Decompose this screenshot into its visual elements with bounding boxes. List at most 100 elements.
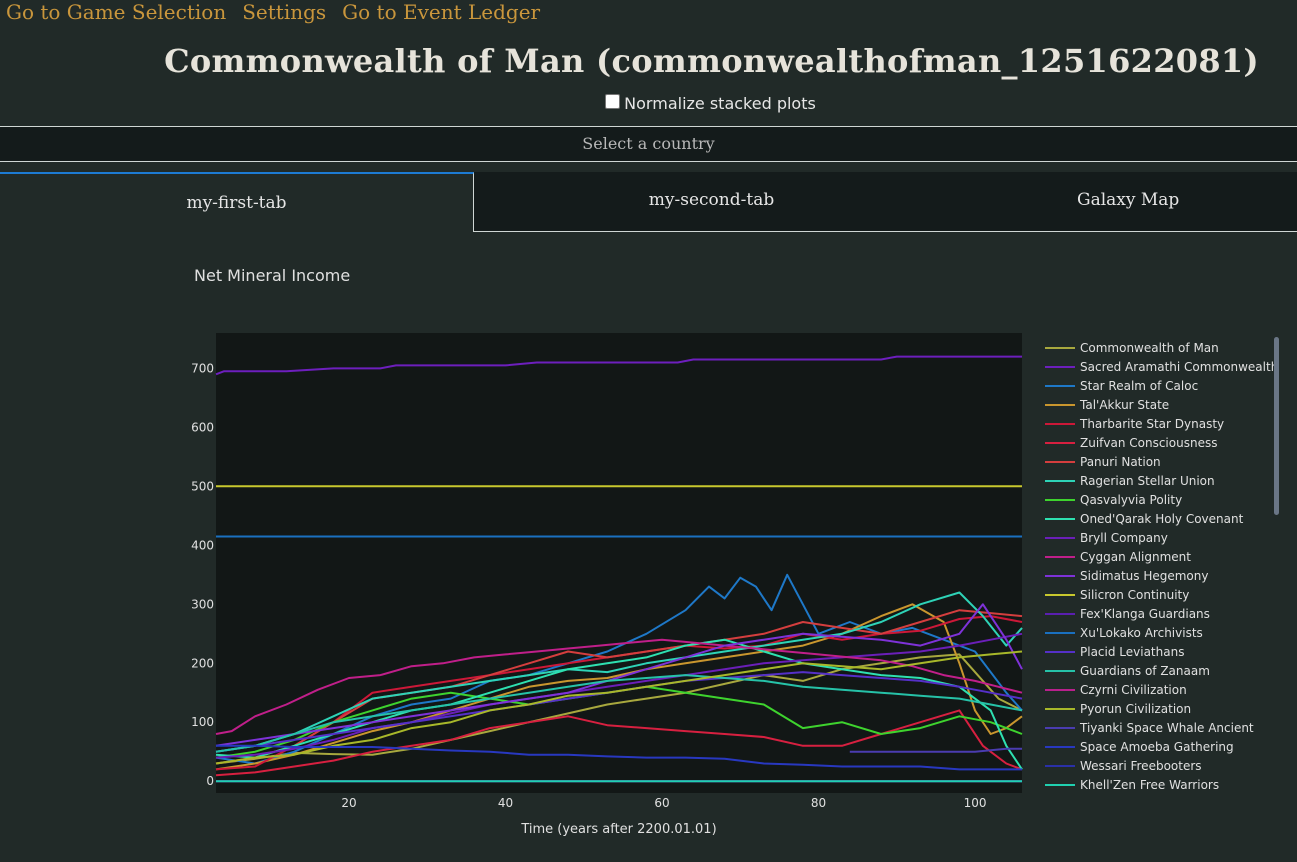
legend-swatch [1045, 764, 1075, 767]
legend-swatch [1045, 593, 1075, 596]
legend-swatch [1045, 346, 1075, 349]
tab-my-second-tab[interactable]: my-second-tab [474, 172, 949, 232]
chart-legend: Commonwealth of Man Sacred Aramathi Commo… [1040, 338, 1278, 794]
page-title-text: Commonwealth of Man (commonwealthofman_1… [164, 42, 1259, 80]
normalize-row: Normalize stacked plots [605, 94, 816, 113]
legend-label: Sacred Aramathi Commonwealth [1080, 359, 1279, 374]
y-tick-label: 700 [191, 361, 214, 375]
legend-label: Ragerian Stellar Union [1080, 473, 1215, 488]
legend-swatch [1045, 479, 1075, 482]
legend-label: Xu'Lokako Archivists [1080, 625, 1203, 640]
normalize-checkbox[interactable] [605, 94, 621, 109]
legend-label: Khell'Zen Free Warriors [1080, 777, 1220, 792]
x-tick-label: 80 [811, 796, 826, 810]
legend-swatch [1045, 460, 1075, 463]
legend-item[interactable]: Czyrni Civilization [1040, 680, 1272, 699]
legend-swatch [1045, 669, 1075, 672]
y-axis-ticks: 0 100 200 300 400 500 600 700 [191, 361, 214, 788]
legend-item[interactable]: Qasvalyvia Polity [1040, 490, 1272, 509]
legend-label: Silicron Continuity [1080, 587, 1190, 602]
series-line [215, 632, 1023, 759]
legend-item[interactable]: Commonwealth of Man [1040, 338, 1272, 357]
event-ledger-link[interactable]: Go to Event Ledger [342, 0, 541, 24]
page-title: Commonwealth of Man (commonwealthofman_1… [0, 42, 1297, 80]
legend-swatch [1045, 707, 1075, 710]
legend-item[interactable]: Tal'Akkur State [1040, 395, 1272, 414]
legend-item[interactable]: Silicron Continuity [1040, 585, 1272, 604]
plot-area [216, 333, 1022, 793]
legend-label: Wessari Freebooters [1080, 758, 1202, 773]
country-select[interactable]: Select a country [0, 126, 1297, 162]
y-tick-label: 200 [191, 656, 214, 670]
legend-swatch [1045, 612, 1075, 615]
x-axis-label: Time (years after 2200.01.01) [521, 822, 717, 837]
legend-item[interactable]: Star Realm of Caloc [1040, 376, 1272, 395]
legend-label: Space Amoeba Gathering [1080, 739, 1234, 754]
legend-item[interactable]: Zuifvan Consciousness [1040, 433, 1272, 452]
series-line [215, 638, 1023, 770]
legend-swatch [1045, 745, 1075, 748]
legend-swatch [1045, 688, 1075, 691]
legend-item[interactable]: Sidimatus Hegemony [1040, 566, 1272, 585]
legend-label: Tal'Akkur State [1080, 397, 1170, 412]
legend-item[interactable]: Sacred Aramathi Commonwealth [1040, 357, 1278, 376]
legend-item[interactable]: Tharbarite Star Dynasty [1040, 414, 1272, 433]
x-tick-label: 60 [654, 796, 669, 810]
legend-item[interactable]: Xu'Lokako Archivists [1040, 623, 1272, 642]
legend-item[interactable]: Placid Leviathans [1040, 642, 1272, 661]
legend-swatch [1045, 403, 1075, 406]
x-tick-label: 100 [964, 796, 987, 810]
legend-label: Star Realm of Caloc [1080, 378, 1199, 393]
series-line [215, 653, 1023, 765]
game-selection-link[interactable]: Go to Game Selection [6, 0, 227, 24]
series-line [215, 650, 1023, 765]
legend-swatch [1045, 574, 1075, 577]
legend-item[interactable]: Bryll Company [1040, 528, 1272, 547]
legend-item[interactable]: Pyorun Civilization [1040, 699, 1272, 718]
normalize-toggle: Normalize stacked plots [0, 94, 1297, 115]
x-tick-label: 20 [341, 796, 356, 810]
legend-item[interactable]: Wessari Freebooters [1040, 756, 1272, 775]
tab-galaxy-map[interactable]: Galaxy Map [949, 172, 1297, 232]
settings-link[interactable]: Settings [242, 0, 327, 24]
series-line [215, 609, 1023, 765]
series-line [215, 603, 1023, 747]
legend-label: Sidimatus Hegemony [1080, 568, 1209, 583]
legend-label: Bryll Company [1080, 530, 1168, 545]
y-tick-label: 500 [191, 479, 214, 493]
legend-scrollbar[interactable] [1274, 337, 1279, 515]
series-line [849, 747, 1022, 753]
series-lines [215, 355, 1023, 783]
legend-label: Placid Leviathans [1080, 644, 1185, 659]
legend-item[interactable]: Space Amoeba Gathering [1040, 737, 1272, 756]
tab-my-first-tab[interactable]: my-first-tab [0, 172, 474, 232]
x-tick-label: 40 [498, 796, 513, 810]
legend-item[interactable]: Tiyanki Space Whale Ancient [1040, 718, 1272, 737]
legend-item[interactable]: Fex'Klanga Guardians [1040, 604, 1272, 623]
legend-item[interactable]: Guardians of Zanaam [1040, 661, 1272, 680]
legend-label: Guardians of Zanaam [1080, 663, 1210, 678]
legend-label: Oned'Qarak Holy Covenant [1080, 511, 1244, 526]
legend-swatch [1045, 555, 1075, 558]
series-line [215, 709, 1023, 777]
legend-swatch [1045, 517, 1075, 520]
legend-label: Tiyanki Space Whale Ancient [1080, 720, 1254, 735]
legend-item[interactable]: Oned'Qarak Holy Covenant [1040, 509, 1272, 528]
tab-bar: my-first-tab my-second-tab Galaxy Map [0, 172, 1297, 232]
legend-item[interactable]: Panuri Nation [1040, 452, 1272, 471]
legend-label: Pyorun Civilization [1080, 701, 1192, 716]
legend-label: Qasvalyvia Polity [1080, 492, 1183, 507]
legend-swatch [1045, 726, 1075, 729]
legend-swatch [1045, 783, 1075, 786]
y-tick-label: 600 [191, 420, 214, 434]
top-nav: Go to Game Selection Settings Go to Even… [6, 0, 540, 26]
legend-item[interactable]: Khell'Zen Free Warriors [1040, 775, 1272, 794]
legend-item[interactable]: Cyggan Alignment [1040, 547, 1272, 566]
legend-label: Czyrni Civilization [1080, 682, 1187, 697]
y-tick-label: 300 [191, 597, 214, 611]
legend-item[interactable]: Ragerian Stellar Union [1040, 471, 1272, 490]
country-select-placeholder: Select a country [582, 134, 715, 153]
series-line [215, 591, 1023, 753]
legend-label: Cyggan Alignment [1080, 549, 1191, 564]
